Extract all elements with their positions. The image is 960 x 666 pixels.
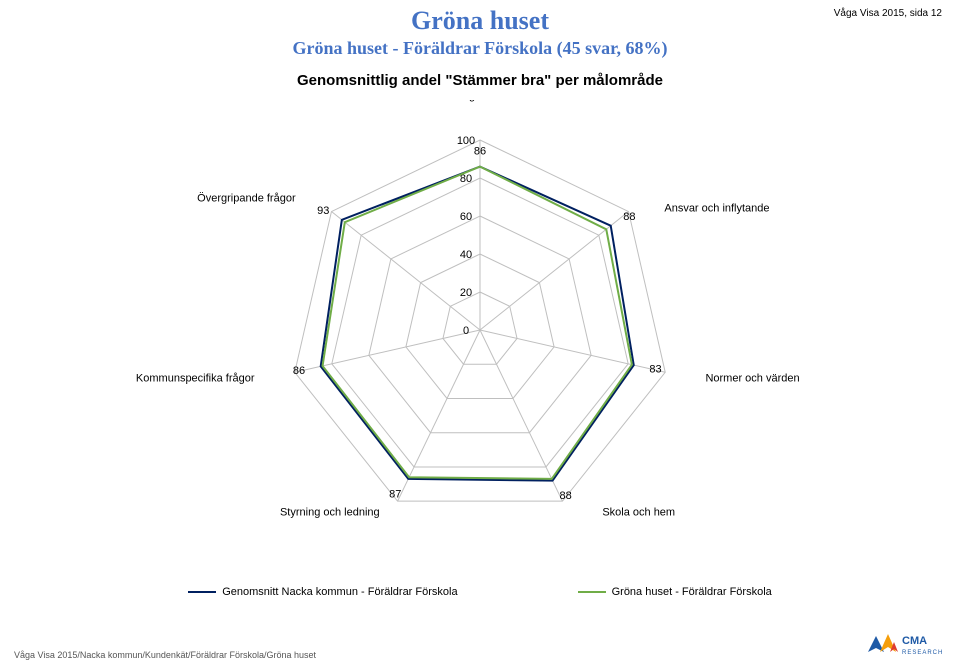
cma-logo: CMA RESEARCH: [866, 630, 946, 660]
footer-text: Våga Visa 2015/Nacka kommun/Kundenkät/Fö…: [14, 650, 316, 660]
svg-text:86: 86: [474, 146, 486, 158]
svg-text:100: 100: [457, 135, 475, 147]
svg-text:RESEARCH: RESEARCH: [902, 650, 943, 656]
svg-text:Skola och hem: Skola och hem: [602, 507, 675, 519]
svg-text:Kommunspecifika frågor: Kommunspecifika frågor: [136, 372, 255, 384]
svg-text:87: 87: [389, 488, 401, 500]
page-subtitle2: Genomsnittlig andel "Stämmer bra" per må…: [0, 72, 960, 89]
legend-item-2: Gröna huset - Föräldrar Förskola: [578, 586, 772, 598]
svg-text:88: 88: [559, 490, 571, 502]
legend-item-1: Genomsnitt Nacka kommun - Föräldrar Förs…: [188, 586, 457, 598]
legend-label-2: Gröna huset - Föräldrar Förskola: [612, 586, 772, 598]
page-subtitle: Gröna huset - Föräldrar Förskola (45 sva…: [0, 38, 960, 59]
svg-text:40: 40: [460, 249, 472, 261]
svg-text:Utveckling och lärande: Utveckling och lärande: [424, 100, 535, 102]
chart-legend: Genomsnitt Nacka kommun - Föräldrar Förs…: [0, 586, 960, 598]
legend-swatch-1: [188, 591, 216, 593]
svg-text:60: 60: [460, 211, 472, 223]
radar-chart: 02040608010086888388878693Utveckling och…: [120, 100, 840, 580]
svg-text:88: 88: [623, 211, 635, 223]
svg-text:0: 0: [463, 325, 469, 337]
svg-text:Styrning och ledning: Styrning och ledning: [280, 507, 380, 519]
svg-text:83: 83: [649, 364, 661, 376]
svg-text:CMA: CMA: [902, 635, 927, 647]
svg-text:20: 20: [460, 287, 472, 299]
legend-swatch-2: [578, 591, 606, 593]
svg-text:Normer och värden: Normer och värden: [705, 372, 799, 384]
page-title: Gröna huset: [0, 6, 960, 36]
svg-text:Övergripande frågor: Övergripande frågor: [197, 192, 296, 204]
legend-label-1: Genomsnitt Nacka kommun - Föräldrar Förs…: [222, 586, 457, 598]
svg-text:86: 86: [293, 365, 305, 377]
svg-text:93: 93: [317, 205, 329, 217]
svg-text:Ansvar och inflytande: Ansvar och inflytande: [664, 202, 769, 214]
